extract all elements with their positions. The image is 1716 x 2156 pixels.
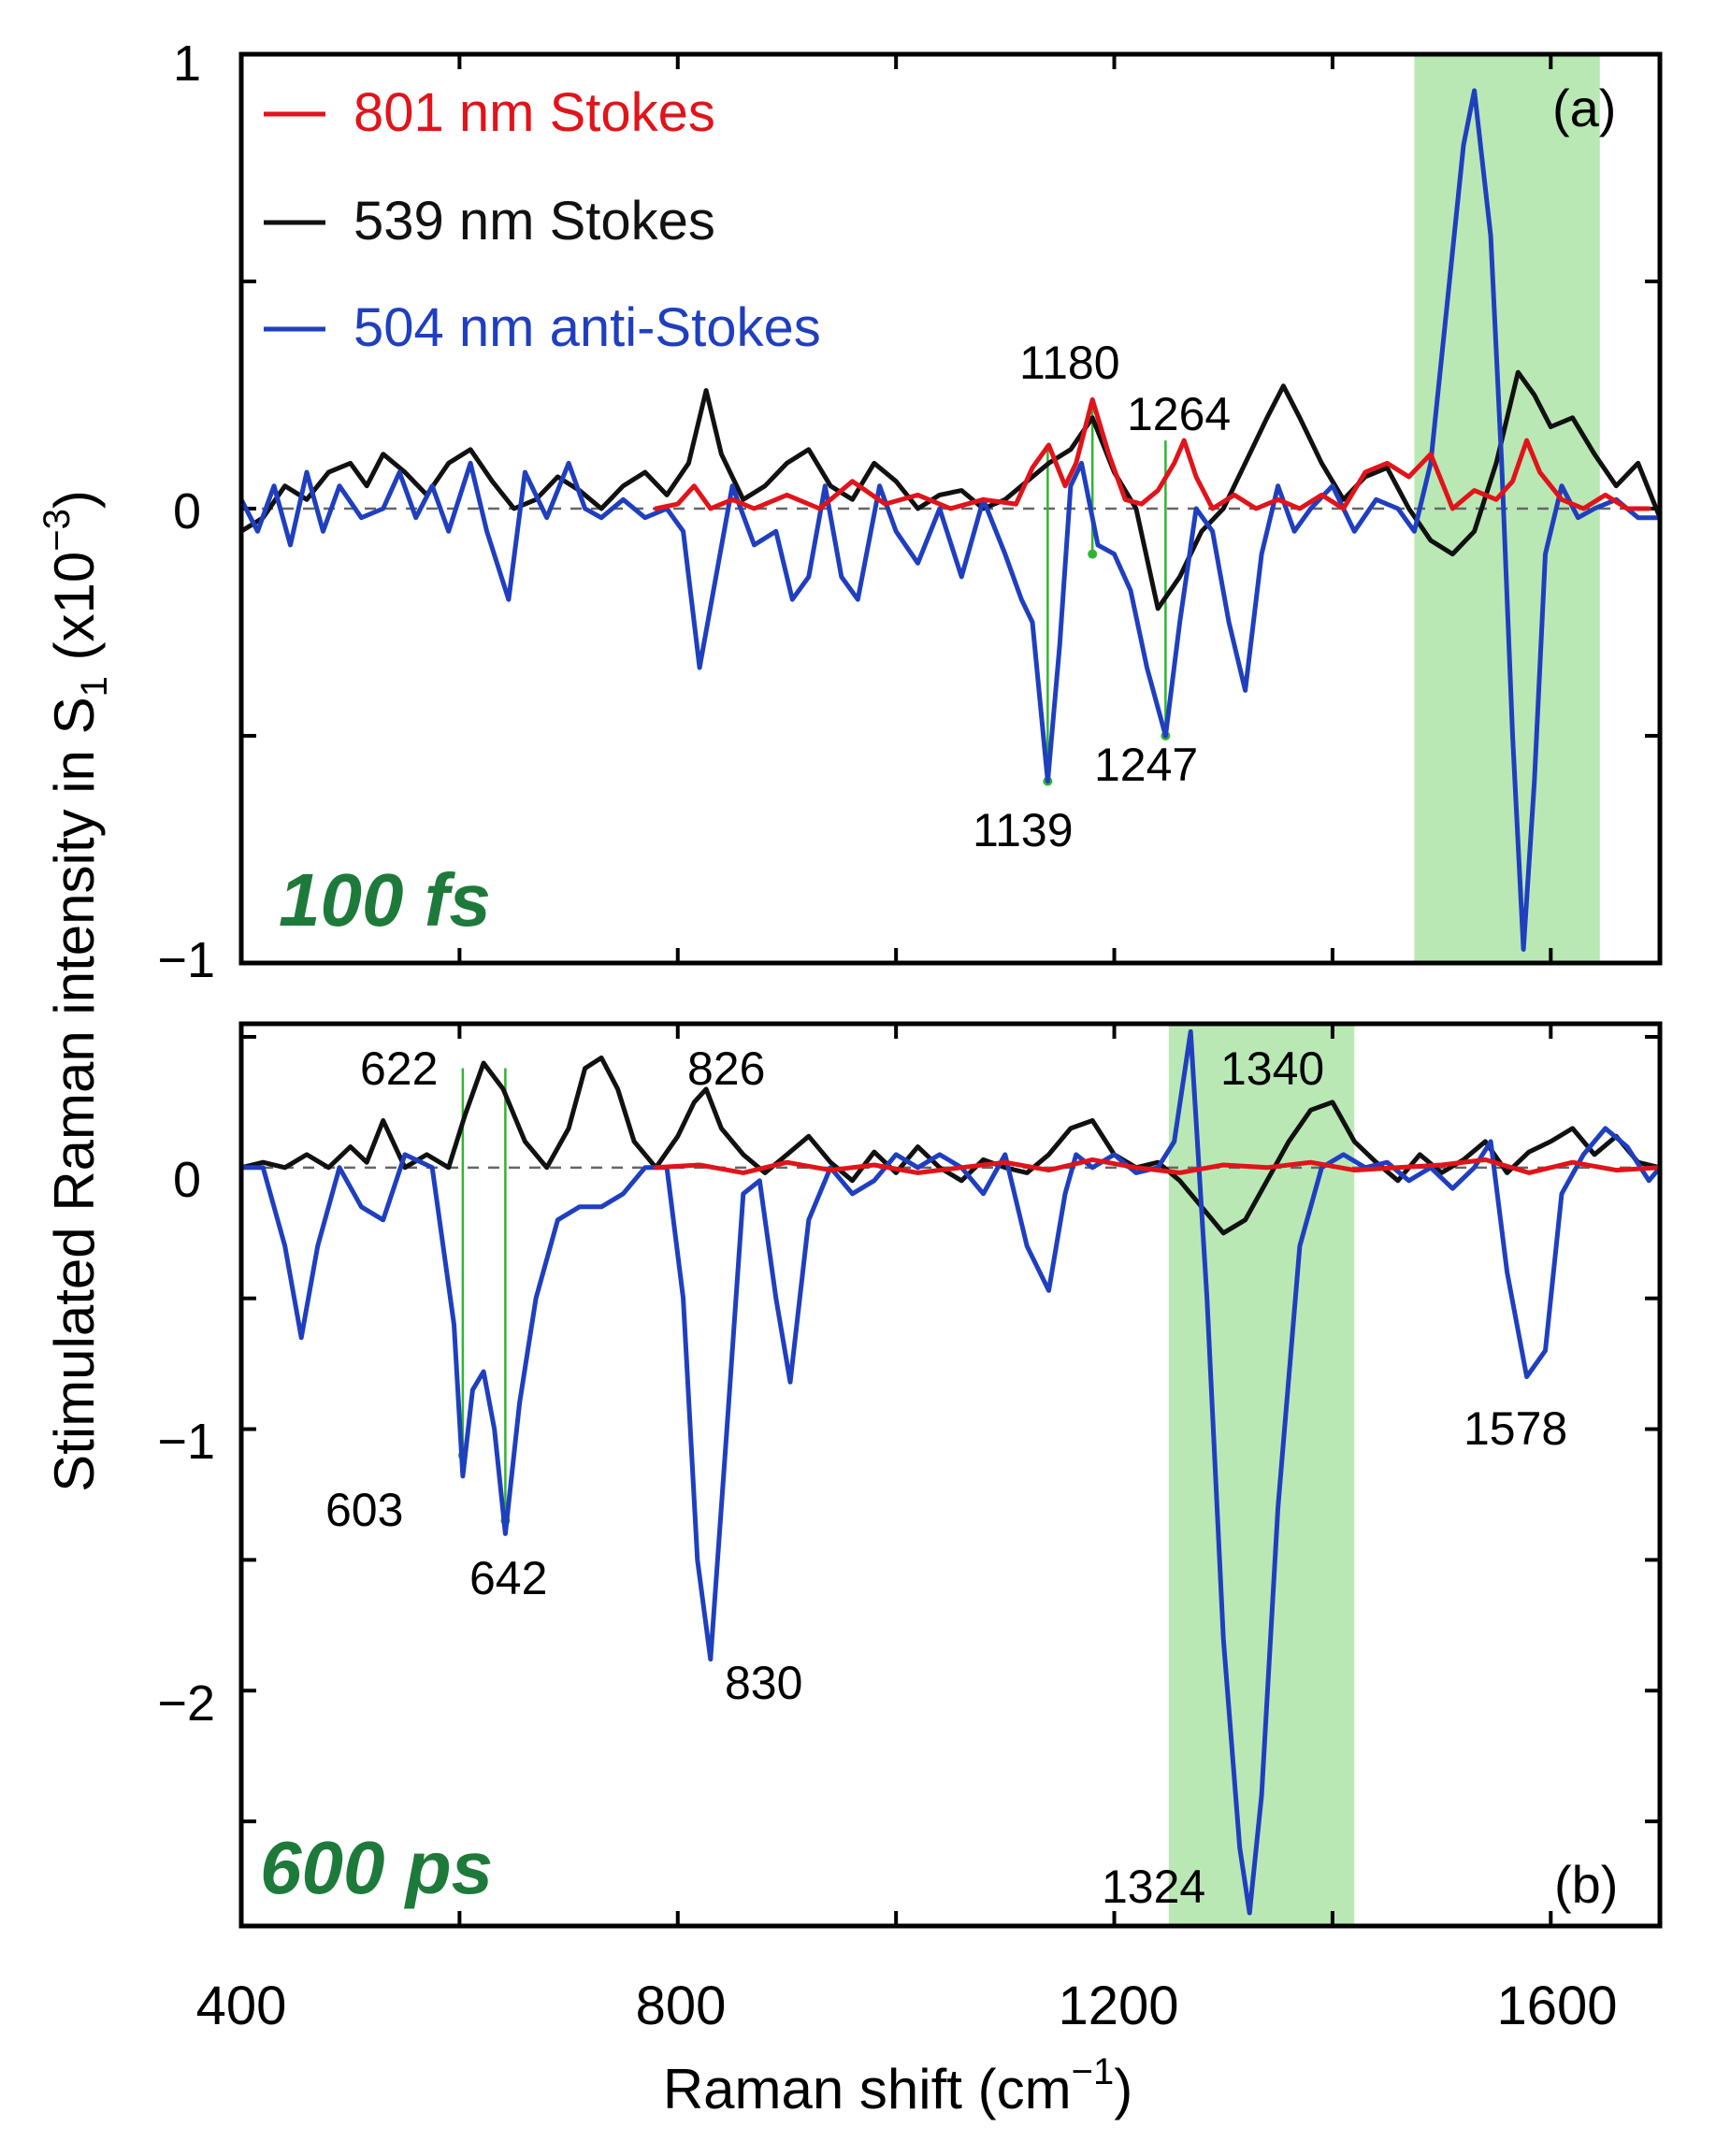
legend-label-801: 801 nm Stokes [353, 82, 715, 143]
annotation-1247: 1247 [1094, 739, 1198, 791]
y-tick-label-a-0: 0 [173, 483, 201, 539]
series-line-801-nm-stokes [653, 1157, 1663, 1175]
panel-a: 801 nm Stokes 539 nm Stokes 504 nm anti-… [157, 36, 1663, 988]
annotation-642: 642 [469, 1552, 547, 1604]
panel-a-label: (a) [1552, 79, 1616, 137]
panel-b: (b) 600 ps 622 826 1340 603 642 830 1578… [157, 1021, 1663, 1929]
series-line-504-nm-anti-stokes [238, 88, 1663, 952]
annotation-603: 603 [325, 1484, 403, 1536]
series-line-504-nm-anti-stokes [238, 1028, 1663, 1916]
connector-end-dot [1088, 549, 1098, 559]
y-tick-label-b-minus2: −2 [157, 1675, 215, 1732]
annotation-830: 830 [725, 1657, 802, 1709]
panel-a-frame [238, 51, 1663, 966]
annotation-1139: 1139 [973, 804, 1074, 856]
legend-label-539: 539 nm Stokes [353, 191, 715, 252]
annotation-1340: 1340 [1220, 1042, 1324, 1095]
y-tick-label-a-1: 1 [173, 36, 201, 92]
series-line-539-nm-stokes [238, 1055, 1663, 1236]
panel-b-label: (b) [1554, 1855, 1618, 1914]
panel-b-frame [238, 1021, 1663, 1929]
legend-label-504: 504 nm anti-Stokes [353, 297, 821, 358]
panel-b-series [238, 1028, 1663, 1916]
y-tick-label-a-minus1: −1 [157, 932, 215, 988]
annotation-1180: 1180 [1019, 337, 1120, 389]
x-tick-label-1600: 1600 [1496, 1976, 1617, 2036]
x-axis-label: Raman shift (cm−1) [663, 2051, 1132, 2120]
series-line-539-nm-stokes [238, 369, 1663, 611]
y-tick-label-b-0: 0 [173, 1152, 201, 1208]
panel-a-connectors [1043, 409, 1171, 786]
annotation-1264: 1264 [1127, 388, 1231, 440]
annotation-622: 622 [360, 1042, 438, 1095]
annotation-1324: 1324 [1102, 1861, 1205, 1913]
panel-a-time-label: 100 fs [279, 858, 491, 941]
x-tick-labels: 400 800 1200 1600 [196, 1976, 1618, 2036]
series-line-801-nm-stokes [653, 396, 1651, 511]
y-tick-label-b-minus1: −1 [157, 1414, 215, 1470]
x-tick-label-400: 400 [196, 1976, 287, 2036]
panel-b-time-label: 600 ps [260, 1826, 493, 1909]
x-tick-label-800: 800 [636, 1976, 727, 2036]
annotation-826: 826 [687, 1042, 765, 1095]
y-axis-label: Stimulated Raman intensity in S1 (x10−3) [36, 490, 115, 1492]
panel-a-series [238, 88, 1663, 952]
legend: 801 nm Stokes 539 nm Stokes 504 nm anti-… [264, 82, 821, 358]
annotation-1578: 1578 [1464, 1402, 1567, 1455]
x-tick-label-1200: 1200 [1058, 1976, 1178, 2036]
